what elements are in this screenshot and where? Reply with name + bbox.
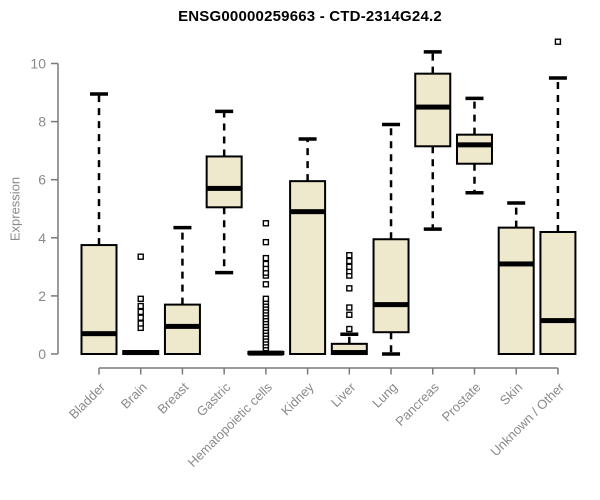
median-kidney [290, 209, 326, 215]
x-tick-label: Lung [369, 380, 400, 411]
outlier-hematopoietic-cells [262, 260, 270, 268]
box-skin [497, 226, 535, 356]
x-tick-label: Kidney [278, 379, 317, 418]
x-tick-label: Pancreas [392, 379, 442, 429]
outlier-liver [346, 263, 353, 271]
box-gastric [205, 155, 243, 209]
median-breast [164, 323, 200, 329]
x-tick-label: Liver [328, 379, 359, 410]
x-tick-label: Breast [154, 379, 191, 416]
outlier-liver [346, 257, 353, 265]
median-liver [331, 350, 367, 356]
y-tick-label: 6 [38, 172, 46, 188]
median-unknown-other [540, 318, 576, 324]
median-prostate [456, 142, 492, 148]
box-lung [372, 238, 410, 334]
outlier-liver [346, 252, 353, 259]
x-tick-label: Unknown / Other [487, 379, 567, 459]
y-tick-label: 10 [30, 56, 46, 72]
box-prostate [455, 133, 493, 165]
outlier-brain [137, 308, 144, 316]
outlier-brain [137, 295, 144, 303]
outlier-brain [137, 253, 144, 260]
outlier-liver [346, 311, 353, 318]
x-tick-label: Skin [497, 380, 525, 408]
outlier-liver [346, 325, 353, 333]
outlier-unknown-other [554, 38, 562, 45]
median-bladder [81, 331, 117, 337]
median-skin [498, 261, 534, 267]
box-bladder [80, 244, 118, 355]
y-tick-label: 4 [38, 230, 46, 246]
x-tick-label: Bladder [66, 379, 109, 422]
outlier-liver [346, 285, 353, 292]
outlier-hematopoietic-cells [262, 281, 270, 288]
outlier-liver [346, 304, 353, 311]
median-hematopoietic-cells [248, 350, 284, 356]
median-brain [123, 350, 159, 356]
box-breast [163, 303, 201, 355]
outlier-hematopoietic-cells [262, 220, 270, 227]
box-pancreas [414, 72, 452, 148]
median-lung [373, 302, 409, 308]
outlier-hematopoietic-cells [262, 238, 270, 246]
y-tick-label: 2 [38, 288, 46, 304]
outlier-brain [137, 320, 144, 327]
median-gastric [206, 185, 242, 191]
box-kidney [289, 180, 327, 355]
median-pancreas [415, 104, 451, 110]
x-tick-label: Brain [118, 380, 150, 412]
x-tick-label: Gastric [194, 379, 234, 419]
y-tick-label: 0 [38, 346, 46, 362]
outlier-hematopoietic-cells [262, 295, 270, 303]
box-unknown-other [539, 230, 577, 356]
y-tick-label: 8 [38, 114, 46, 130]
outlier-hematopoietic-cells [262, 254, 270, 262]
x-tick-label: Prostate [439, 380, 484, 425]
chart-title: ENSG00000259663 - CTD-2314G24.2 [178, 8, 442, 25]
outlier-brain [137, 302, 144, 310]
outlier-brain [137, 314, 144, 321]
